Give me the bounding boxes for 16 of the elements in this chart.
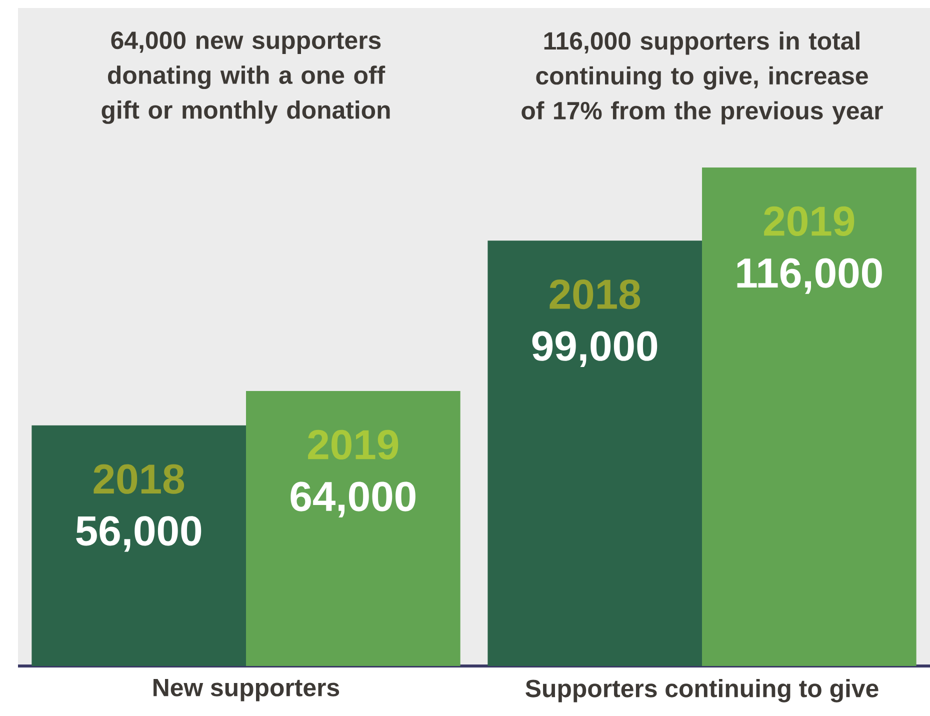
bar [246, 390, 460, 666]
data-label: 99,000 [532, 331, 658, 367]
bar [488, 240, 702, 666]
data-label: 116,000 [737, 258, 882, 294]
bar [32, 425, 246, 666]
bar [702, 168, 916, 666]
x-tick-label: Supporters continuing to give [526, 679, 878, 702]
x-tick-label: New supporters [154, 679, 340, 702]
series-label: 2018 [94, 464, 184, 494]
data-label: 56,000 [76, 516, 202, 552]
data-label: 64,000 [290, 482, 416, 518]
text: 64,000 new supporters donating with a one off gift or monthly donation [102, 32, 390, 124]
text: 116,000 supporters in total continuing to give, increase of 17% from the previous year [522, 31, 883, 124]
text: 2018 [550, 279, 640, 310]
text: 2019 [764, 206, 854, 236]
series-label: 2019 [308, 430, 398, 460]
